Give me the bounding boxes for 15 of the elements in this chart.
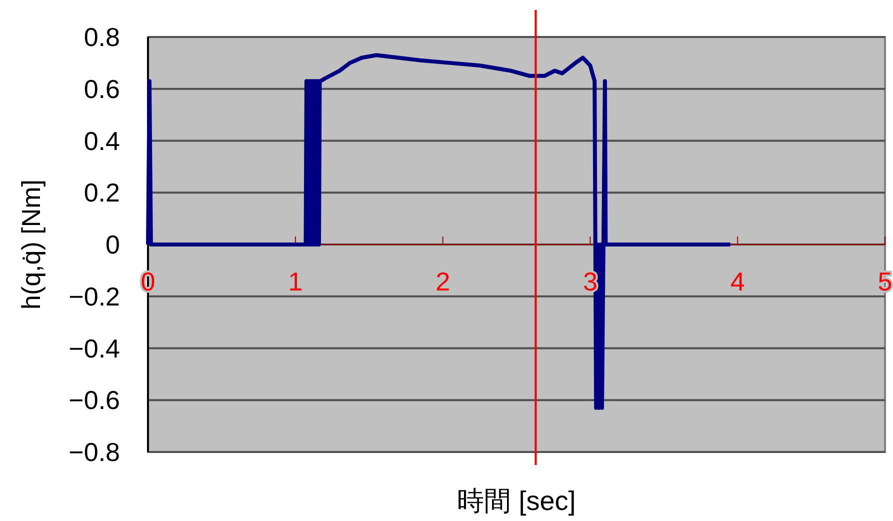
y-tick-label: 0.6 <box>84 74 120 104</box>
y-tick-label: −0.8 <box>68 437 120 467</box>
y-tick-label: −0.4 <box>68 333 120 364</box>
x-tick-label: 2 <box>436 266 450 296</box>
y-tick-label: −0.6 <box>68 385 120 416</box>
y-tick-label: −0.2 <box>68 281 120 312</box>
x-tick-label: 5 <box>878 266 892 296</box>
y-axis-title: h(q,q̇) [Nm] <box>16 179 46 310</box>
y-tick-label: 0.8 <box>84 22 120 52</box>
x-tick-label: 1 <box>288 266 303 296</box>
x-tick-label: 4 <box>730 266 745 296</box>
x-axis-title: 時間 [sec] <box>457 486 576 516</box>
y-tick-label: 0.4 <box>84 126 120 156</box>
y-tick-label: 0 <box>106 230 120 260</box>
y-tick-label: 0.2 <box>84 178 120 208</box>
